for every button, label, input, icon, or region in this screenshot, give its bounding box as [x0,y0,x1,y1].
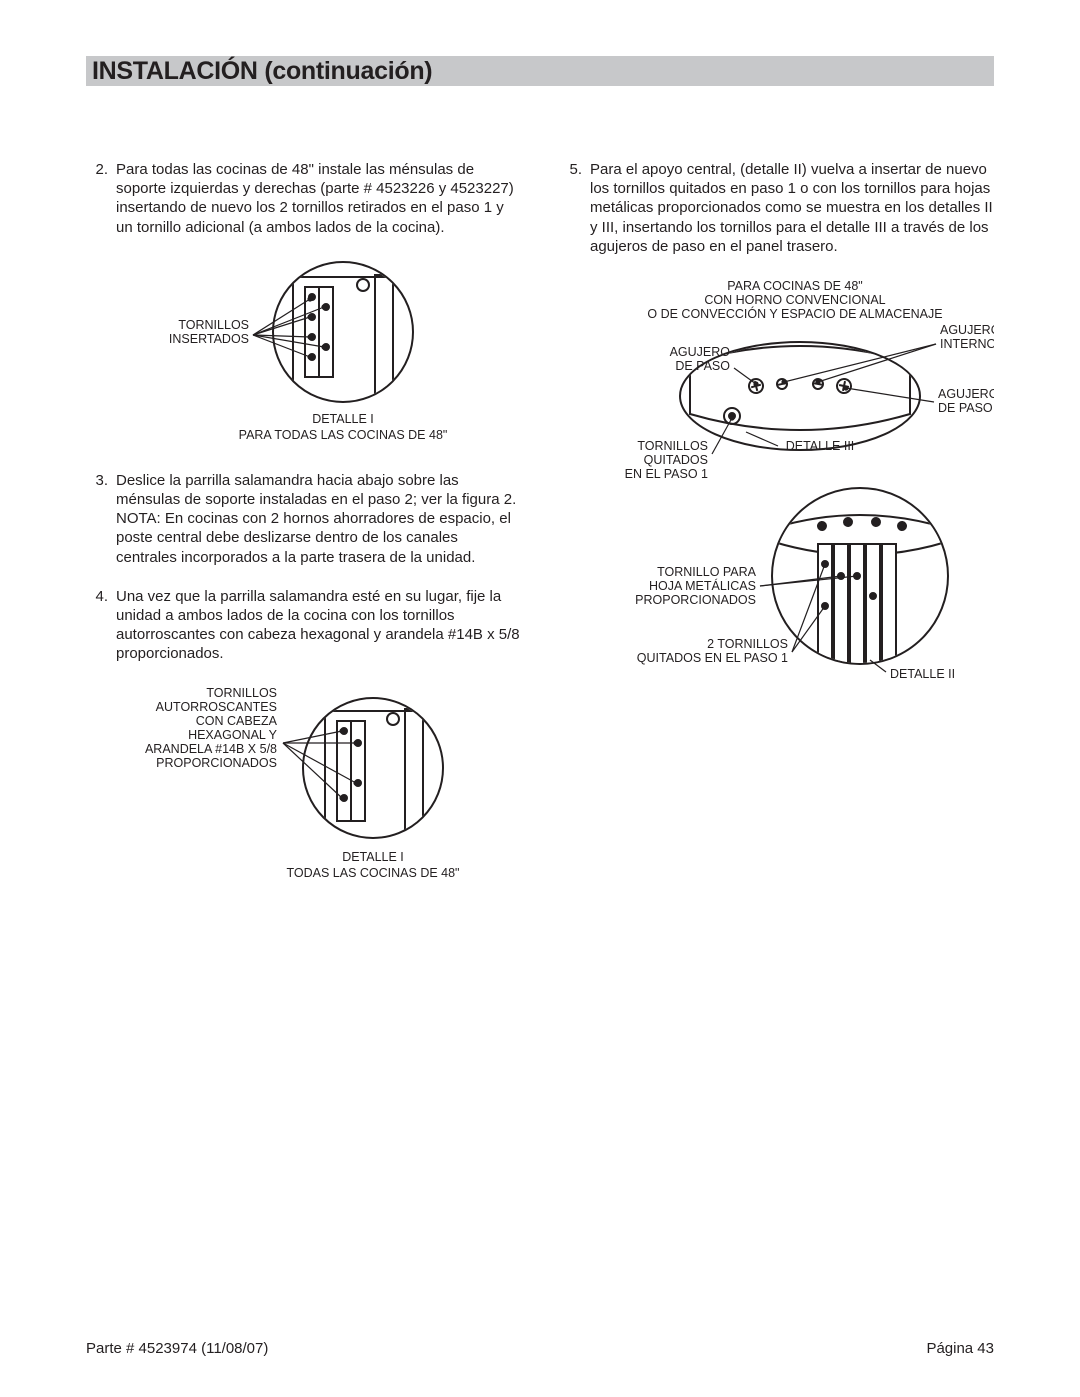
figure-detail-1a: TORNILLOS INSERTADOS DETALLE I PARA TODA… [86,257,520,447]
lbl-quitados: EN EL PASO 1 [625,467,708,481]
left-column: 2. Para todas las cocinas de 48" instale… [86,160,520,917]
figure-detail-1b: TORNILLOS AUTORROSCANTES CON CABEZA HEXA… [86,683,520,893]
lbl-paso-l: AGUJERO [670,345,731,359]
content-columns: 2. Para todas las cocinas de 48" instale… [86,160,994,917]
step-2: 2. Para todas las cocinas de 48" instale… [86,160,520,237]
figure-detail-2-3: PARA COCINAS DE 48" CON HORNO CONVENCION… [560,276,994,716]
fig1-caption: PARA TODAS LAS COCINAS DE 48" [239,428,448,442]
fig2-caption: TODAS LAS COCINAS DE 48" [286,866,459,880]
step-5: 5. Para el apoyo central, (detalle II) v… [560,160,994,256]
fig1-label: INSERTADOS [169,332,249,346]
step-4: 4. Una vez que la parrilla salamandra es… [86,587,520,664]
section-header: INSTALACIÓN (continuación) [86,56,994,86]
right-column: 5. Para el apoyo central, (detalle II) v… [560,160,994,917]
lbl-paso-r: DE PASO [938,401,993,415]
fig2-caption: DETALLE I [342,850,404,864]
fig-top-caption: O DE CONVECCIÓN Y ESPACIO DE ALMACENAJE [647,306,942,321]
detail-1a-svg: TORNILLOS INSERTADOS DETALLE I PARA TODA… [113,257,493,447]
step-number: 3. [86,471,116,567]
detail-1b-svg: TORNILLOS AUTORROSCANTES CON CABEZA HEXA… [113,683,493,893]
fig-top-caption: CON HORNO CONVENCIONAL [704,293,885,307]
detail-2-3-svg: PARA COCINAS DE 48" CON HORNO CONVENCION… [560,276,994,716]
step-number: 5. [560,160,590,256]
step-3: 3. Deslice la parrilla salamandra hacia … [86,471,520,567]
lbl-hoja: HOJA METÁLICAS [649,578,756,593]
section-title: INSTALACIÓN (continuación) [92,57,432,86]
step-number: 4. [86,587,116,664]
step-text: Para el apoyo central, (detalle II) vuel… [590,160,994,256]
footer-part-number: Parte # 4523974 (11/08/07) [86,1340,268,1357]
footer-page-number: Página 43 [926,1340,994,1357]
step-text: Una vez que la parrilla salamandra esté … [116,587,520,664]
lbl-paso-l: DE PASO [675,359,730,373]
lbl-hoja: TORNILLO PARA [657,565,757,579]
lbl-paso-r: AGUJERO [938,387,994,401]
lbl-det3: DETALLE III [786,439,855,453]
fig1-caption: DETALLE I [312,412,374,426]
fig2-label: TORNILLOS [206,686,277,700]
step-text: Para todas las cocinas de 48" instale la… [116,160,520,237]
lbl-agujeros: AGUJEROS [940,323,994,337]
lbl-agujeros: INTERNOS [940,337,994,351]
fig-top-caption: PARA COCINAS DE 48" [727,279,863,293]
lbl-dos: 2 TORNILLOS [707,637,788,651]
step-text: Deslice la parrilla salamandra hacia aba… [116,471,520,567]
step-number: 2. [86,160,116,237]
lbl-hoja: PROPORCIONADOS [635,593,756,607]
fig2-label: AUTORROSCANTES [156,700,277,714]
fig2-label: ARANDELA #14B X 5/8 [145,742,277,756]
lbl-quitados: QUITADOS [644,453,708,467]
lbl-det2: DETALLE II [890,667,955,681]
fig2-label: HEXAGONAL Y [188,728,278,742]
lbl-quitados: TORNILLOS [637,439,708,453]
fig2-label: CON CABEZA [196,714,278,728]
fig2-label: PROPORCIONADOS [156,756,277,770]
fig1-label: TORNILLOS [178,318,249,332]
lbl-dos: QUITADOS EN EL PASO 1 [637,651,788,665]
page-footer: Parte # 4523974 (11/08/07) Página 43 [86,1340,994,1357]
